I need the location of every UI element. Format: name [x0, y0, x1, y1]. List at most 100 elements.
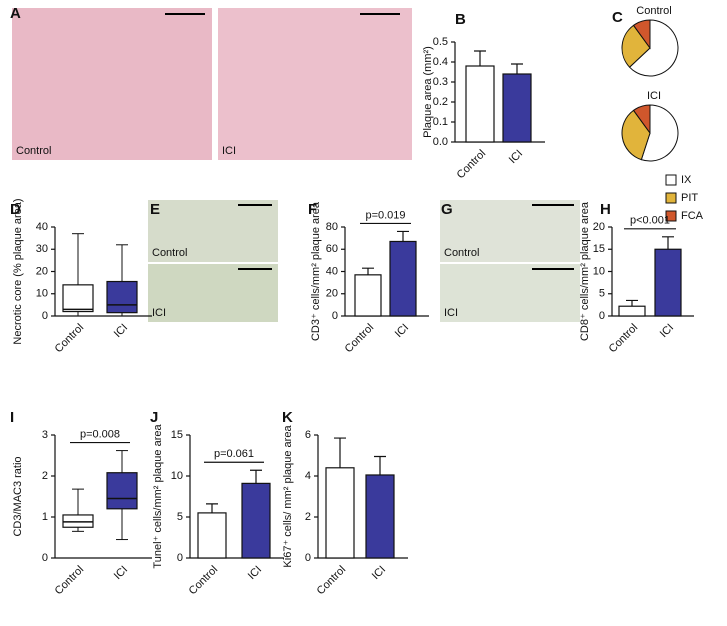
- micrograph: [218, 8, 412, 160]
- pie-slice: [632, 19, 651, 50]
- legend-swatch: [665, 210, 677, 222]
- p-value: p=0.019: [365, 209, 405, 221]
- error-bar: [511, 63, 523, 74]
- image-label: Control: [444, 247, 479, 259]
- panel-letter: A: [10, 5, 21, 22]
- y-tick-label: 30: [36, 243, 48, 255]
- y-tick-label: 20: [593, 221, 605, 233]
- y-tick-label: 0.2: [433, 96, 448, 108]
- bar: [654, 248, 682, 317]
- y-tick-label: 40: [326, 265, 338, 277]
- micrograph: [12, 8, 212, 160]
- y-tick-label: 0: [42, 310, 48, 322]
- y-tick-label: 0.4: [433, 56, 448, 68]
- error-bar: [206, 503, 218, 513]
- bar: [465, 65, 495, 143]
- y-tick-label: 1: [42, 511, 48, 523]
- x-tick-label: Control: [607, 322, 641, 356]
- y-tick-label: 10: [593, 265, 605, 277]
- y-tick-label: 4: [305, 470, 311, 482]
- micrograph: [440, 200, 580, 262]
- y-tick-label: 20: [36, 265, 48, 277]
- pie-slice: [628, 19, 679, 77]
- panel-letter: I: [10, 409, 14, 426]
- y-tick-label: 2: [42, 470, 48, 482]
- pie-title: ICI: [647, 90, 661, 102]
- x-tick-label: Control: [53, 322, 87, 356]
- panel-letter: B: [455, 11, 466, 28]
- p-value: p<0.001: [630, 215, 670, 227]
- p-value: p=0.061: [214, 448, 254, 460]
- y-tick-label: 80: [326, 221, 338, 233]
- y-tick-label: 0.0: [433, 136, 448, 148]
- micrograph: [148, 200, 278, 262]
- legend-label: FCA: [681, 210, 704, 222]
- y-axis-label: Plaque area (mm²): [422, 46, 434, 138]
- panel-letter: F: [308, 201, 317, 218]
- y-tick-label: 5: [599, 288, 605, 300]
- y-tick-label: 0: [305, 552, 311, 564]
- panel-letter: H: [600, 201, 611, 218]
- panel-letter: C: [612, 9, 623, 26]
- y-tick-label: 60: [326, 243, 338, 255]
- y-axis-label: Tunel⁺ cells/mm² plaque area: [152, 424, 164, 569]
- panel-letter: E: [150, 201, 160, 218]
- image-label: Control: [152, 247, 187, 259]
- x-tick-label: Control: [315, 564, 349, 598]
- x-tick-label: ICI: [507, 148, 525, 166]
- pie-slice: [621, 24, 651, 68]
- x-tick-label: ICI: [658, 322, 676, 340]
- image-label: ICI: [152, 307, 166, 319]
- panel-letter: G: [441, 201, 453, 218]
- box: [106, 472, 138, 510]
- bar: [502, 73, 532, 143]
- y-tick-label: 0: [177, 552, 183, 564]
- panel-letter: K: [282, 409, 293, 426]
- micrograph: [440, 264, 580, 322]
- y-tick-label: 0: [332, 310, 338, 322]
- y-tick-label: 5: [177, 511, 183, 523]
- x-tick-label: ICI: [370, 564, 388, 582]
- y-tick-label: 0: [42, 552, 48, 564]
- box: [62, 284, 94, 313]
- panel-letter: D: [10, 201, 21, 218]
- y-tick-label: 0.3: [433, 76, 448, 88]
- y-tick-label: 6: [305, 429, 311, 441]
- y-tick-label: 15: [171, 429, 183, 441]
- p-value: p=0.008: [80, 428, 120, 440]
- box: [106, 280, 138, 314]
- x-tick-label: Control: [455, 148, 489, 182]
- x-tick-label: Control: [343, 322, 377, 356]
- y-tick-label: 0: [599, 310, 605, 322]
- y-axis-label: CD3⁺ cells/mm² plaque area: [310, 201, 322, 341]
- legend-label: IX: [681, 174, 692, 186]
- x-tick-label: ICI: [112, 322, 130, 340]
- x-tick-label: ICI: [112, 564, 130, 582]
- pie-slice: [640, 104, 679, 162]
- error-bar: [362, 267, 374, 275]
- error-bar: [374, 455, 386, 475]
- image-label: ICI: [222, 145, 236, 157]
- bar: [389, 240, 417, 317]
- image-label: ICI: [444, 307, 458, 319]
- legend-label: PIT: [681, 192, 698, 204]
- error-bar: [397, 230, 409, 242]
- error-bar: [626, 299, 638, 307]
- y-axis-label: CD3/MAC3 ratio: [12, 456, 24, 536]
- y-axis-label: CD8⁺ cells/mm² plaque area: [579, 201, 591, 341]
- error-bar: [474, 50, 486, 66]
- panel-letter: J: [150, 409, 158, 426]
- x-tick-label: ICI: [246, 564, 264, 582]
- y-tick-label: 0.5: [433, 36, 448, 48]
- box: [62, 514, 94, 528]
- y-tick-label: 0.1: [433, 116, 448, 128]
- bar: [325, 467, 355, 559]
- x-tick-label: ICI: [393, 322, 411, 340]
- y-tick-label: 20: [326, 288, 338, 300]
- y-axis-label: Necrotic core (% plaque area): [12, 198, 24, 344]
- image-label: Control: [16, 145, 51, 157]
- legend-swatch: [665, 192, 677, 204]
- micrograph: [148, 264, 278, 322]
- pie-slice: [632, 104, 651, 135]
